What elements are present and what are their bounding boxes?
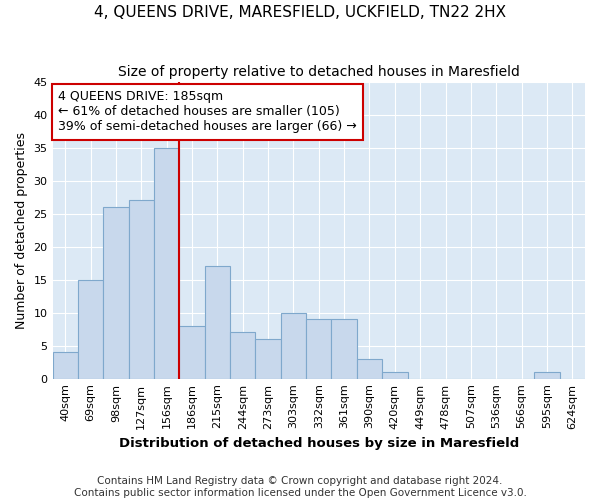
Bar — [154, 148, 179, 378]
Bar — [281, 312, 306, 378]
Bar — [128, 200, 154, 378]
Title: Size of property relative to detached houses in Maresfield: Size of property relative to detached ho… — [118, 65, 520, 79]
Bar — [78, 280, 103, 378]
Text: Contains HM Land Registry data © Crown copyright and database right 2024.
Contai: Contains HM Land Registry data © Crown c… — [74, 476, 526, 498]
Bar — [205, 266, 230, 378]
Text: 4, QUEENS DRIVE, MARESFIELD, UCKFIELD, TN22 2HX: 4, QUEENS DRIVE, MARESFIELD, UCKFIELD, T… — [94, 5, 506, 20]
Bar — [230, 332, 256, 378]
Bar — [534, 372, 560, 378]
Bar — [179, 326, 205, 378]
Bar — [103, 207, 128, 378]
Text: 4 QUEENS DRIVE: 185sqm
← 61% of detached houses are smaller (105)
39% of semi-de: 4 QUEENS DRIVE: 185sqm ← 61% of detached… — [58, 90, 356, 134]
X-axis label: Distribution of detached houses by size in Maresfield: Distribution of detached houses by size … — [119, 437, 519, 450]
Bar — [357, 359, 382, 378]
Bar — [331, 320, 357, 378]
Y-axis label: Number of detached properties: Number of detached properties — [15, 132, 28, 328]
Bar — [53, 352, 78, 378]
Bar — [382, 372, 407, 378]
Bar — [306, 320, 331, 378]
Bar — [256, 339, 281, 378]
